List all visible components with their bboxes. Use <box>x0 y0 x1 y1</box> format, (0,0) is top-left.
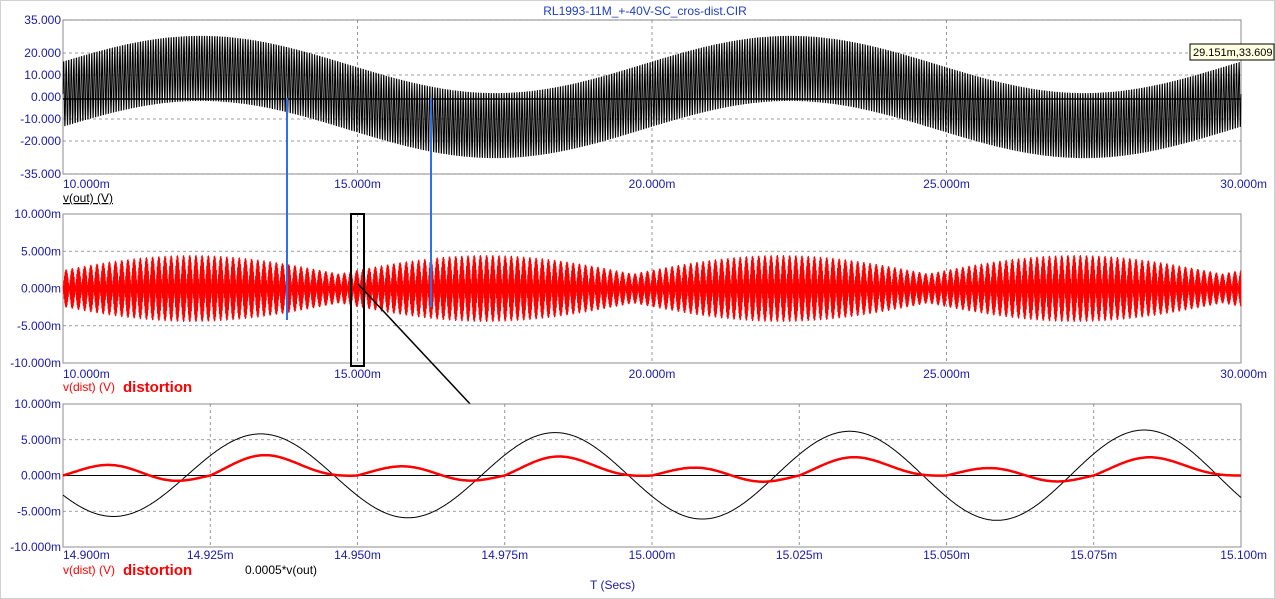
x-tick-label: 15.000m <box>629 548 676 562</box>
y-tick-label: 10.000 <box>24 68 61 82</box>
zoomed-grid <box>63 404 1241 547</box>
x-axis-label: T (Secs) <box>590 578 635 592</box>
y-tick-label: -10.000m <box>10 356 61 370</box>
y-tick-label: 10.000m <box>14 207 61 221</box>
y-tick-label: -10.000 <box>20 112 61 126</box>
cursor-readout: 29.151m,33.609 <box>1193 47 1273 59</box>
x-tick-label: 10.000m <box>63 367 110 381</box>
y-tick-label: 35.000 <box>24 13 61 27</box>
x-tick-label: 15.050m <box>923 548 970 562</box>
y-tick-label: -35.000 <box>20 167 61 181</box>
y-tick-label: -5.000m <box>17 504 61 518</box>
vout-trace-label[interactable]: v(out) (V) <box>63 191 113 205</box>
y-tick-label: 10.000m <box>14 397 61 411</box>
vdist-x-ticks: 10.000m 15.000m 20.000m 25.000m 30.000m <box>63 367 1267 381</box>
x-tick-label: 25.000m <box>923 367 970 381</box>
x-tick-label: 15.000m <box>334 177 381 191</box>
x-tick-label: 15.000m <box>334 367 381 381</box>
zoomed-distortion-label: distortion <box>123 562 192 579</box>
y-tick-label: 5.000m <box>21 244 61 258</box>
zoomed-x-ticks: 14.900m 14.925m 14.950m 14.975m 15.000m 15.02… <box>63 548 1267 562</box>
x-tick-label: 14.900m <box>63 548 110 562</box>
x-tick-label: 25.000m <box>923 177 970 191</box>
zoomed-vdist-label[interactable]: v(dist) (V) <box>63 563 115 577</box>
vout-scaled-trace <box>62 429 1242 521</box>
vdist-y-ticks: 10.000m 5.000m 0.000m -5.000m -10.000m <box>10 207 61 370</box>
y-tick-label: -10.000m <box>10 540 61 554</box>
y-tick-label: 5.000m <box>21 433 61 447</box>
vdist-overview-panel[interactable]: 10.000m 5.000m 0.000m -5.000m -10.000m 10.00… <box>10 207 1267 396</box>
vout-overview-panel[interactable]: 35.000 20.000 10.000 0.000 -10.000 -20.000 -35… <box>20 13 1275 205</box>
vdist-trace-label[interactable]: v(dist) (V) <box>63 380 115 394</box>
vout-x-ticks: 10.000m 15.000m 20.000m 25.000m 30.000m <box>63 177 1267 191</box>
chart-title: RL1993-11M_+-40V-SC_cros-dist.CIR <box>543 4 747 18</box>
vdist-trace <box>62 255 1242 322</box>
y-tick-label: -20.000 <box>20 134 61 148</box>
x-tick-label: 30.000m <box>1220 177 1267 191</box>
x-tick-label: 14.975m <box>481 548 528 562</box>
vout-trace <box>62 35 1242 159</box>
zoomed-y-ticks: 10.000m 5.000m 0.000m -5.000m -10.000m <box>10 397 61 554</box>
vout-scaled-label[interactable]: 0.0005*v(out) <box>245 563 317 577</box>
x-tick-label: 14.950m <box>334 548 381 562</box>
y-tick-label: 20.000 <box>24 46 61 60</box>
vout-y-ticks: 35.000 20.000 10.000 0.000 -10.000 -20.000 -35… <box>20 13 61 181</box>
x-tick-label: 14.925m <box>187 548 234 562</box>
zoomed-panel[interactable]: 10.000m 5.000m 0.000m -5.000m -10.000m 14.90… <box>10 397 1267 592</box>
y-tick-label: 0.000 <box>31 90 61 104</box>
x-tick-label: 15.100m <box>1220 548 1267 562</box>
distortion-label: distortion <box>123 379 192 396</box>
y-tick-label: 0.000m <box>21 282 61 296</box>
cursor-tooltip: 29.151m,33.609 <box>1189 43 1275 61</box>
x-tick-label: 15.075m <box>1070 548 1117 562</box>
x-tick-label: 20.000m <box>629 177 676 191</box>
y-tick-label: -5.000m <box>17 319 61 333</box>
x-tick-label: 20.000m <box>629 367 676 381</box>
x-tick-label: 15.025m <box>776 548 823 562</box>
y-tick-label: 0.000m <box>21 469 61 483</box>
vdist-zoom-trace <box>62 453 1241 483</box>
x-tick-label: 30.000m <box>1220 367 1267 381</box>
x-tick-label: 10.000m <box>63 177 110 191</box>
